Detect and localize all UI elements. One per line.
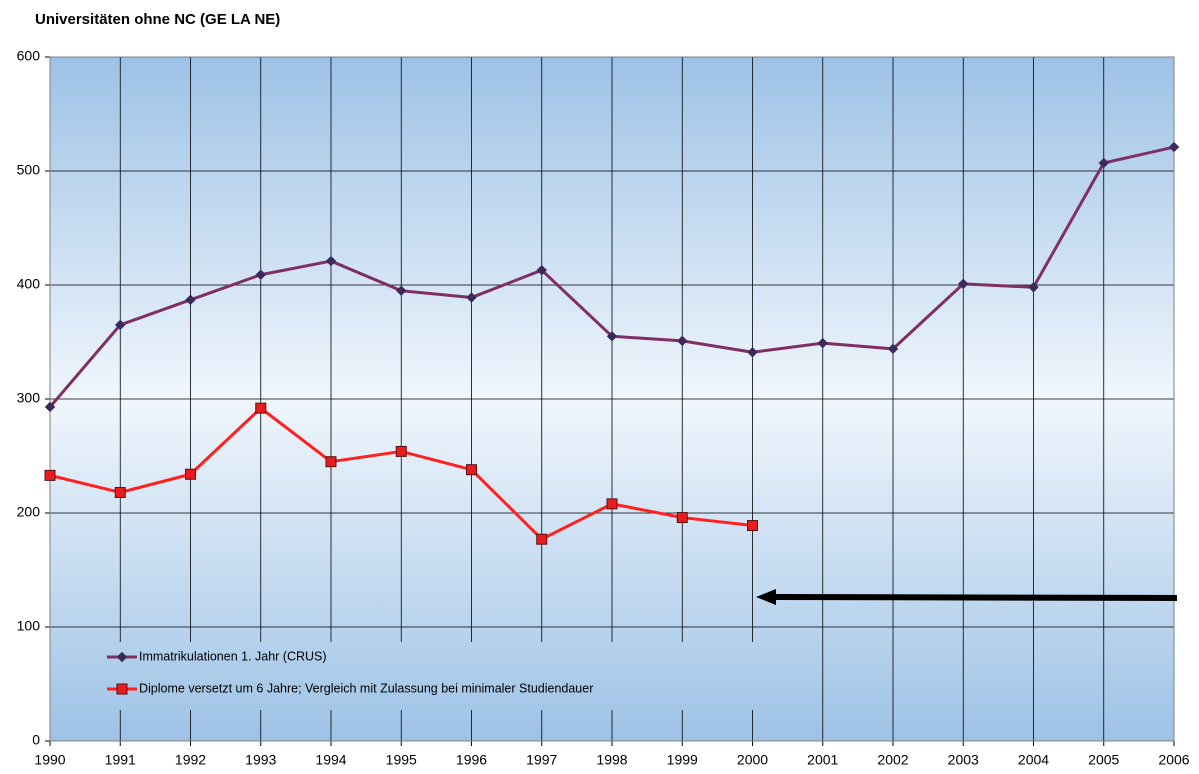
point xyxy=(185,294,196,306)
point xyxy=(255,269,266,280)
legend-box xyxy=(97,642,762,710)
x-tick-label: 2003 xyxy=(948,752,979,768)
y-tick-label: 200 xyxy=(17,504,41,520)
annotation-arrow xyxy=(756,589,1178,605)
point xyxy=(958,278,969,290)
y-tick-label: 400 xyxy=(17,276,41,292)
legend-marker xyxy=(116,683,128,695)
x-tick-label: 1991 xyxy=(105,752,136,768)
series xyxy=(44,141,1180,545)
plot-border xyxy=(49,56,1175,742)
y-tick-label: 300 xyxy=(17,390,41,406)
arrow-head xyxy=(756,589,776,605)
point xyxy=(817,337,828,349)
legend-marker xyxy=(116,651,128,663)
y-tick-label: 500 xyxy=(17,162,41,178)
x-tick-label: 1998 xyxy=(596,752,627,768)
arrow-shaft xyxy=(771,594,1178,601)
grid xyxy=(45,56,1175,746)
y-tick-label: 600 xyxy=(17,48,41,64)
x-tick-label: 2002 xyxy=(877,752,908,768)
chart-title: Universitäten ohne NC (GE LA NE) xyxy=(35,11,280,28)
point xyxy=(466,464,477,476)
point xyxy=(536,264,547,276)
point xyxy=(536,533,548,545)
x-tick-label: 1990 xyxy=(34,752,65,768)
x-tick-label: 1995 xyxy=(386,752,417,768)
point xyxy=(44,469,56,481)
point xyxy=(44,401,56,413)
x-tick-label: 1994 xyxy=(315,752,346,768)
point xyxy=(1168,141,1180,153)
point xyxy=(255,402,267,414)
point xyxy=(747,347,758,358)
point xyxy=(396,285,407,296)
point xyxy=(1098,157,1109,169)
point xyxy=(1028,282,1039,293)
x-tick-label: 1999 xyxy=(667,752,698,768)
y-tick-label: 0 xyxy=(32,732,40,748)
point xyxy=(325,456,337,468)
point xyxy=(606,331,618,342)
x-tick-label: 2001 xyxy=(807,752,838,768)
x-tick-label: 1996 xyxy=(456,752,487,768)
point xyxy=(747,520,758,532)
legend-text: Immatrikulationen 1. Jahr (CRUS) xyxy=(139,649,327,663)
point xyxy=(114,486,126,498)
x-tick-label: 2000 xyxy=(737,752,768,768)
point xyxy=(676,512,688,524)
legend: Immatrikulationen 1. Jahr (CRUS) Diplome … xyxy=(97,642,762,710)
point xyxy=(606,498,618,510)
x-tick-label: 1993 xyxy=(245,752,276,768)
point xyxy=(115,319,126,331)
x-tick-label: 2005 xyxy=(1088,752,1119,768)
legend-text: Diplome versetzt um 6 Jahre; Vergleich m… xyxy=(139,681,593,695)
point xyxy=(185,468,196,480)
x-tick-label: 2004 xyxy=(1018,752,1049,768)
point xyxy=(677,335,688,347)
x-tick-label: 2006 xyxy=(1158,752,1189,768)
y-tick-label: 100 xyxy=(17,618,41,634)
point xyxy=(466,292,477,303)
x-tick-label: 1997 xyxy=(526,752,557,768)
point xyxy=(887,343,899,355)
point xyxy=(395,445,407,457)
point xyxy=(325,255,337,267)
x-tick-label: 1992 xyxy=(175,752,206,768)
